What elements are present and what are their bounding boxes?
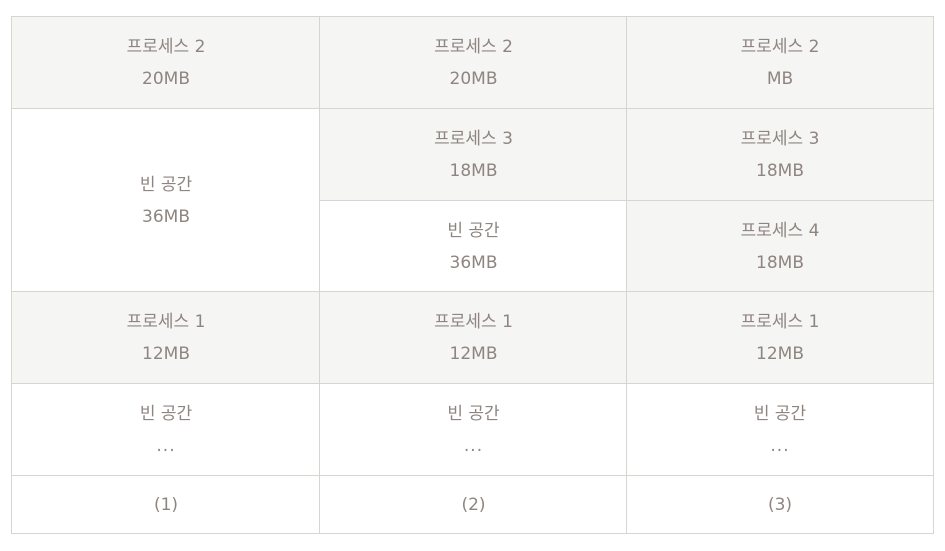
row-divider: [320, 200, 933, 201]
block-size: 12MB: [449, 344, 498, 364]
block-label: 빈 공간: [447, 220, 500, 241]
col2-free-space-block-bottom: 빈 공간 ...: [320, 384, 627, 476]
block-label: 프로세스 1: [434, 312, 513, 332]
col2-process2-block: 프로세스 2 20MB: [320, 17, 627, 109]
block-label: 빈 공간: [447, 404, 500, 424]
block-size: 20MB: [142, 69, 190, 89]
block-size: ...: [156, 436, 176, 456]
block-size: 18MB: [449, 161, 498, 181]
block-label: 프로세스 3: [434, 129, 513, 149]
col3-caption: (3): [627, 476, 933, 533]
col1-process1-block: 프로세스 1 12MB: [12, 292, 320, 384]
col3-process4-block: 프로세스 4 18MB: [627, 201, 933, 292]
block-label: 프로세스 2: [740, 37, 820, 57]
col2-process1-block: 프로세스 1 12MB: [320, 292, 627, 384]
caption-label: (1): [153, 494, 179, 515]
col3-process2-block: 프로세스 2 MB: [627, 17, 933, 109]
block-label: 프로세스 2: [434, 37, 513, 57]
block-label: 빈 공간: [139, 404, 193, 424]
block-size: 12MB: [756, 344, 804, 364]
col3-process1-block: 프로세스 1 12MB: [627, 292, 933, 384]
col1-free-space-block: 빈 공간 36MB: [12, 109, 320, 292]
block-size: 20MB: [449, 69, 498, 89]
row-divider: [12, 108, 933, 109]
row-divider: [12, 475, 933, 476]
col2-caption: (2): [320, 476, 627, 533]
column-divider: [319, 17, 320, 533]
caption-label: (3): [767, 494, 793, 515]
caption-label: (2): [461, 494, 486, 515]
block-label: 프로세스 3: [740, 129, 820, 149]
col1-caption: (1): [12, 476, 320, 533]
block-label: 빈 공간: [753, 404, 807, 424]
col1-process2-block: 프로세스 2 20MB: [12, 17, 320, 109]
block-size: 18MB: [756, 161, 804, 181]
col3-free-space-block-bottom: 빈 공간 ...: [627, 384, 933, 476]
block-label: 프로세스 2: [126, 37, 206, 57]
col1-free-space-block-bottom: 빈 공간 ...: [12, 384, 320, 476]
block-size: 36MB: [449, 252, 498, 273]
block-size: ...: [770, 436, 790, 456]
block-label: 프로세스 1: [740, 312, 820, 332]
block-label: 빈 공간: [139, 174, 193, 195]
memory-diagram: 프로세스 2 20MB 빈 공간 36MB 프로세스 1 12MB 빈 공간 .…: [11, 16, 934, 534]
row-divider: [12, 291, 933, 292]
block-size: ...: [463, 436, 484, 456]
block-size: 36MB: [142, 206, 190, 227]
column-divider: [626, 17, 627, 533]
row-divider: [12, 383, 933, 384]
block-label: 프로세스 1: [126, 312, 206, 332]
col2-free-space-block: 빈 공간 36MB: [320, 201, 627, 292]
col2-process3-block: 프로세스 3 18MB: [320, 109, 627, 201]
block-size: MB: [766, 69, 794, 89]
block-size: 18MB: [756, 252, 804, 273]
col3-process3-block: 프로세스 3 18MB: [627, 109, 933, 201]
block-size: 12MB: [142, 344, 190, 364]
block-label: 프로세스 4: [740, 220, 820, 241]
